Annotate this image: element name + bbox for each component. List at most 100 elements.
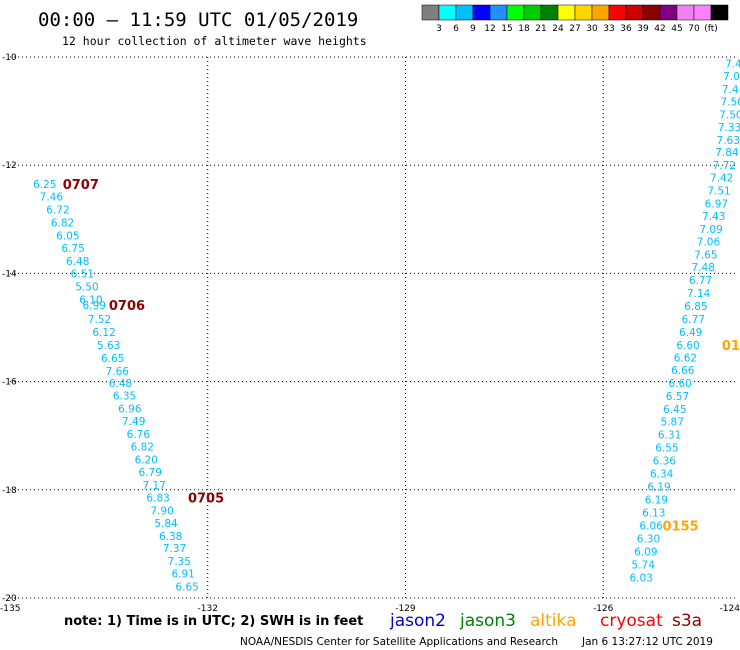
legend-jason2: jason2 (389, 611, 446, 631)
wave-height-label: 6.36 (653, 456, 677, 468)
footer-timestamp: Jan 6 13:27:12 UTC 2019 (581, 636, 713, 648)
wave-height-label: 6.97 (705, 199, 728, 211)
wave-height-label: 6.60 (668, 378, 691, 390)
wave-height-label: 6.99 (83, 300, 106, 312)
color-swatch (591, 4, 610, 21)
wave-height-label: 6.48 (66, 256, 89, 268)
wave-height-label: 6.19 (645, 495, 668, 507)
color-swatch (506, 4, 525, 21)
color-scale-label: 3 (436, 24, 442, 34)
x-tick-label: -124 (720, 604, 740, 614)
wave-height-label: 6.72 (46, 205, 69, 217)
right-track-series: 7.47.07.47.507.507.337.637.847.727.427.5… (630, 58, 740, 584)
y-tick-label: -16 (2, 378, 17, 388)
wave-height-label: 6.12 (92, 327, 115, 339)
color-swatch (608, 4, 627, 21)
wave-height-label: 7.66 (106, 366, 130, 378)
legend-jason3: jason3 (459, 611, 516, 631)
wave-height-label: 6.25 (33, 179, 56, 191)
color-scale-label: 15 (501, 24, 512, 34)
color-scale-label: 36 (620, 24, 632, 34)
wave-height-label: 6.13 (642, 508, 665, 520)
chart-title: 00:00 – 11:59 UTC 01/05/2019 (38, 9, 358, 31)
color-swatch (625, 4, 644, 21)
wave-height-label: 7.48 (692, 262, 715, 274)
color-scale-label: 9 (470, 24, 476, 34)
wave-height-label: 7.0 (723, 71, 740, 83)
wave-height-label: 5.50 (75, 281, 98, 293)
wave-height-label: 6.05 (56, 231, 79, 243)
wave-height-label: 6.20 (135, 455, 158, 467)
color-scale-label: (ft) (704, 24, 718, 34)
y-tick-label: -10 (2, 53, 17, 63)
wave-height-label: 6.38 (159, 531, 182, 543)
wave-height-label: 7.72 (713, 160, 736, 172)
y-tick-label: -20 (2, 594, 17, 604)
color-scale-label: 6 (453, 24, 459, 34)
wave-height-label: 6.51 (71, 268, 94, 280)
wave-height-label: 7.52 (88, 314, 111, 326)
wave-height-label: 6.06 (639, 521, 663, 533)
color-scale-label: 21 (535, 24, 546, 34)
color-scale-label: 42 (654, 24, 665, 34)
color-scale-label: 18 (518, 24, 530, 34)
color-swatch (710, 4, 729, 21)
wave-height-label: 7.37 (163, 543, 186, 555)
wave-height-label: 7.63 (717, 135, 740, 147)
wave-height-label: 6.77 (682, 314, 705, 326)
wave-height-label: 5.63 (97, 340, 120, 352)
wave-height-label: 6.57 (666, 391, 689, 403)
wave-height-label: 6.30 (637, 533, 660, 545)
wave-height-label: 7.43 (702, 211, 725, 223)
wave-height-label: 6.49 (679, 327, 702, 339)
wave-height-label: 6.62 (674, 352, 697, 364)
x-tick-label: -126 (593, 604, 614, 614)
x-tick-label: -129 (395, 604, 416, 614)
wave-height-label: 6.91 (171, 569, 194, 581)
wave-height-label: 7.35 (168, 556, 191, 568)
color-swatch (642, 4, 661, 21)
color-scale-label: 27 (569, 24, 580, 34)
wave-height-label: 6.96 (118, 404, 142, 416)
time-label: 0155 (663, 520, 699, 535)
y-tick-label: -18 (2, 486, 17, 496)
color-swatch (676, 4, 695, 21)
color-swatch (489, 4, 508, 21)
wave-height-label: 7.50 (721, 96, 740, 108)
color-swatch (523, 4, 542, 21)
wave-height-label: 6.76 (127, 429, 151, 441)
wave-height-label: 7.17 (142, 480, 165, 492)
wave-height-label: 5.74 (632, 559, 656, 571)
wave-height-label: 6.55 (655, 443, 678, 455)
color-swatch (455, 4, 474, 21)
color-scale-legend: 3 6 9 12 15 18 21 24 27 30 33 36 39 42 45 70 (ft) (421, 4, 729, 34)
wave-height-label: 7.46 (40, 192, 64, 204)
color-scale-label: 24 (552, 24, 564, 34)
wave-height-label: 5.84 (154, 518, 178, 530)
wave-height-label: 6.65 (175, 582, 198, 594)
wave-height-label: 6.60 (676, 340, 699, 352)
wave-height-label: 7.14 (687, 288, 711, 300)
wave-height-label: 6.10 (79, 294, 102, 306)
time-label: 0705 (188, 491, 224, 506)
y-tick-label: -12 (2, 161, 17, 171)
color-scale-label: 33 (603, 24, 614, 34)
y-axis-ticks: -10 -12 -14 -16 -18 -20 (2, 53, 17, 604)
color-scale-label: 45 (671, 24, 682, 34)
y-tick-label: -14 (2, 269, 17, 279)
wave-height-label: 6.34 (650, 469, 674, 481)
legend-s3a: s3a (672, 611, 702, 631)
wave-height-label: 6.75 (61, 243, 84, 255)
wave-height-label: 6.82 (51, 218, 74, 230)
color-swatch (659, 4, 678, 21)
wave-height-label: 7.51 (707, 186, 730, 198)
legend-cryosat: cryosat (600, 611, 663, 631)
wave-height-label: 7.33 (718, 122, 740, 134)
wave-height-label: 6.65 (101, 353, 124, 365)
color-swatch (557, 4, 576, 21)
wave-height-label: 7.65 (694, 249, 717, 261)
wave-height-label: 6.48 (109, 378, 132, 390)
wave-height-label: 7.42 (710, 173, 733, 185)
wave-height-label: 6.09 (634, 546, 657, 558)
